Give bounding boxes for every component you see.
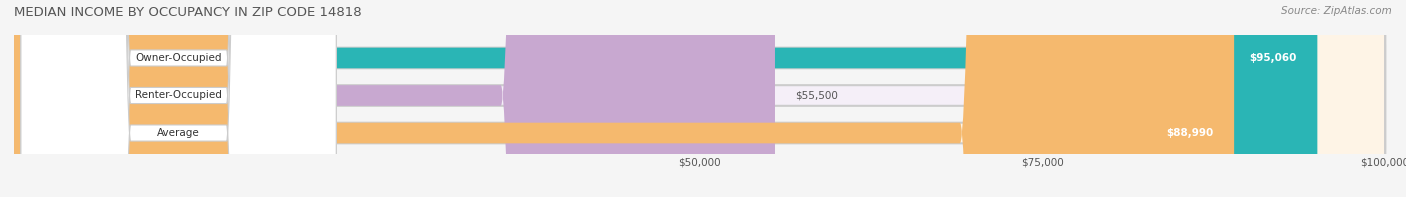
FancyBboxPatch shape	[14, 0, 1385, 197]
Text: MEDIAN INCOME BY OCCUPANCY IN ZIP CODE 14818: MEDIAN INCOME BY OCCUPANCY IN ZIP CODE 1…	[14, 6, 361, 19]
FancyBboxPatch shape	[14, 0, 1234, 197]
FancyBboxPatch shape	[14, 0, 1385, 197]
Text: $95,060: $95,060	[1250, 53, 1296, 63]
FancyBboxPatch shape	[14, 0, 775, 197]
Text: Owner-Occupied: Owner-Occupied	[135, 53, 222, 63]
FancyBboxPatch shape	[21, 0, 336, 197]
FancyBboxPatch shape	[21, 0, 336, 197]
Text: Source: ZipAtlas.com: Source: ZipAtlas.com	[1281, 6, 1392, 16]
FancyBboxPatch shape	[21, 0, 336, 197]
FancyBboxPatch shape	[14, 0, 1385, 197]
Text: $55,500: $55,500	[796, 90, 838, 100]
FancyBboxPatch shape	[14, 0, 1317, 197]
Text: Average: Average	[157, 128, 200, 138]
Text: Renter-Occupied: Renter-Occupied	[135, 90, 222, 100]
Text: $88,990: $88,990	[1167, 128, 1213, 138]
